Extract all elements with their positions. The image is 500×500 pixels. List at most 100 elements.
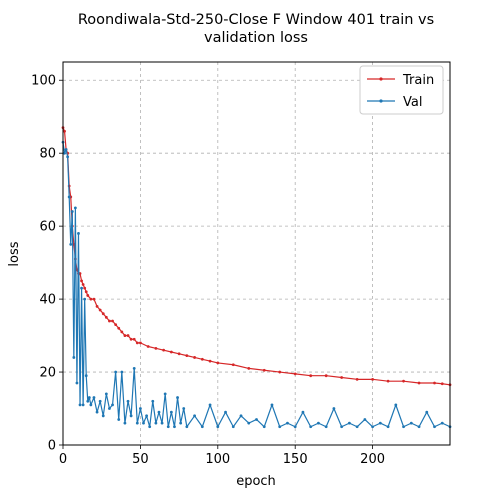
data-point-val [324,425,328,429]
data-point-val [75,381,79,385]
data-point-val [98,399,102,403]
data-point-val [160,421,164,425]
data-point-val [166,425,170,429]
data-point-train [81,283,85,286]
x-tick-label: 100 [205,452,230,467]
data-point-val [173,425,176,429]
data-point-train [98,308,102,312]
data-point-val [95,410,99,414]
data-point-val [81,403,85,407]
data-point-train [104,315,108,319]
data-point-val [72,356,76,359]
data-point-val [440,421,444,425]
data-point-val [78,403,82,407]
data-point-val [255,418,258,421]
x-tick-label: 150 [283,452,308,467]
data-point-val [425,410,429,414]
data-point-val [66,155,70,159]
data-point-val [92,396,96,399]
data-point-val [77,232,80,235]
y-tick-label: 20 [39,366,56,381]
data-point-train [108,319,111,323]
data-point-val [73,206,77,210]
data-point-val [83,297,87,301]
data-point-val [317,421,320,425]
data-point-val [378,421,382,425]
y-axis-label: loss [7,241,22,266]
data-point-val [176,396,179,399]
data-point-train [92,297,96,301]
data-point-val [123,421,127,425]
data-point-val [169,410,173,414]
data-point-train [208,359,212,363]
y-tick-label: 0 [48,439,56,454]
data-point-val [286,421,289,425]
x-tick-label: 200 [360,452,385,467]
data-point-train [309,374,313,378]
data-point-val [63,151,66,155]
data-point-val [151,399,155,403]
legend-item-val: Val [367,95,422,110]
data-point-val [129,414,133,418]
data-point-train [89,297,93,301]
data-point-val [371,425,374,429]
data-point-val [154,421,158,425]
data-point-val [394,403,398,407]
data-point-val [142,421,145,425]
data-point-val [278,425,282,429]
data-point-train [63,129,66,133]
data-point-train [101,312,105,316]
legend-val-marker [379,99,383,103]
data-point-train [440,382,444,386]
y-tick-label: 40 [39,293,56,308]
series-val [61,140,452,429]
data-point-val [69,242,73,246]
data-point-val [101,414,105,418]
data-point-val [402,425,405,429]
data-point-val [293,425,297,429]
data-point-val [332,407,336,410]
data-point-train [293,372,297,376]
data-point-train [371,377,374,381]
data-point-train [154,346,158,350]
data-point-train [139,341,142,345]
chart-title-line-2: validation loss [204,30,308,46]
data-point-train [386,379,390,383]
legend-val-label: Val [403,95,422,110]
data-point-val [270,403,274,407]
data-point-train [117,326,121,330]
data-point-train [169,350,173,354]
x-axis-label: epoch [236,474,276,489]
data-point-train [231,363,235,367]
data-point-val [70,210,74,213]
data-point-train [80,279,83,283]
x-tick-label: 0 [59,452,67,467]
data-point-train [247,367,251,370]
data-point-val [262,425,266,429]
x-tick-label: 50 [132,452,149,467]
data-point-val [409,421,413,425]
data-point-val [340,425,344,429]
data-point-val [417,425,421,429]
data-point-val [163,392,167,396]
data-point-train [126,334,130,337]
data-point-val [309,425,313,429]
data-point-val [80,286,83,290]
series-line-train [62,127,451,386]
data-point-train [86,294,90,297]
chart-title-line-1: Roondiwala-Std-250-Close F Window 401 tr… [78,12,434,28]
data-point-train [114,323,118,327]
data-point-train [262,368,266,372]
data-point-train [123,334,127,337]
legend-item-train: Train [367,73,434,88]
data-point-val [87,396,91,399]
data-point-val [224,410,227,414]
data-point-val [433,425,436,429]
data-point-val [135,421,139,425]
data-point-train [193,356,196,359]
data-point-val [347,421,351,425]
data-point-val [86,399,90,403]
data-point-val [185,425,189,429]
data-point-train [83,286,87,290]
